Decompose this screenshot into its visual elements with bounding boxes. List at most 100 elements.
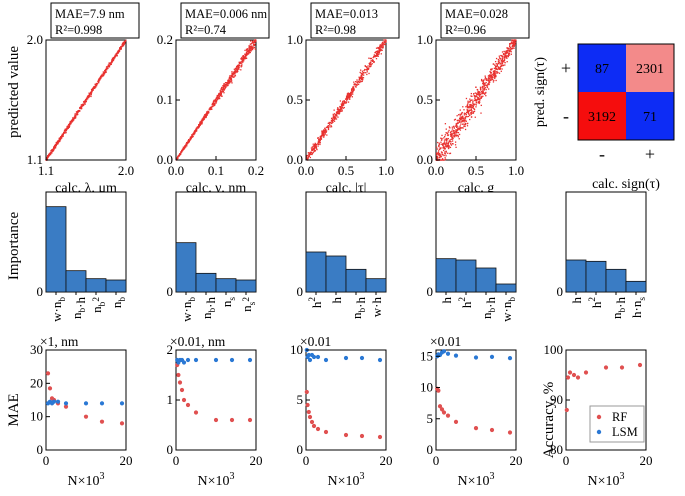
data-point	[317, 136, 319, 139]
data-point	[89, 94, 91, 97]
data-point	[325, 130, 328, 132]
data-point	[117, 51, 119, 53]
data-point	[123, 43, 125, 46]
data-point	[448, 129, 450, 132]
data-point-lsm	[323, 357, 329, 363]
x-tick-label: 0.5	[468, 163, 484, 178]
data-point	[334, 116, 336, 118]
data-point	[510, 49, 512, 51]
data-point	[106, 66, 109, 68]
data-point	[82, 103, 84, 106]
data-point	[447, 137, 449, 140]
data-point	[74, 116, 76, 118]
data-point	[354, 86, 357, 88]
data-point	[471, 110, 473, 112]
data-point	[377, 53, 379, 55]
data-point	[192, 135, 194, 138]
data-point	[224, 84, 226, 87]
data-point	[499, 68, 501, 70]
data-point	[506, 51, 508, 53]
x-tick-label: 20	[380, 453, 393, 468]
data-point	[195, 130, 198, 132]
data-point	[477, 97, 479, 99]
row-label-importance: Importance	[6, 212, 22, 281]
x-tick-label-group: ns	[219, 297, 238, 308]
bar	[85, 278, 107, 293]
data-point	[109, 62, 111, 64]
tick-label: ns2	[239, 297, 258, 312]
data-point	[230, 79, 233, 81]
tick-label: h2	[458, 297, 474, 309]
x-tick-label: -	[599, 144, 605, 164]
data-point	[380, 53, 382, 55]
data-point	[471, 99, 473, 101]
data-point	[457, 136, 459, 138]
data-point	[377, 55, 379, 57]
data-point	[333, 109, 335, 111]
data-point	[223, 89, 225, 91]
data-point	[498, 57, 501, 59]
data-point	[227, 84, 229, 87]
data-point	[241, 59, 243, 61]
data-point-rf	[437, 404, 443, 409]
data-point	[496, 72, 498, 74]
data-point	[477, 98, 479, 100]
data-point	[48, 153, 50, 155]
data-point	[477, 101, 480, 104]
data-point	[228, 81, 230, 84]
data-point	[473, 103, 475, 105]
data-point	[448, 126, 451, 128]
data-point	[335, 118, 338, 120]
data-point	[493, 79, 495, 82]
data-point	[349, 93, 352, 95]
data-point	[80, 106, 83, 108]
data-point-lsm	[181, 360, 187, 365]
data-point	[178, 155, 180, 157]
data-point	[200, 122, 203, 124]
data-point	[479, 93, 481, 95]
data-point	[459, 113, 461, 116]
data-point	[383, 39, 385, 41]
data-point	[451, 130, 453, 132]
data-point	[334, 118, 336, 120]
data-point	[463, 114, 466, 116]
data-point	[348, 95, 351, 97]
data-point-rf	[247, 417, 253, 423]
data-point	[452, 129, 455, 132]
data-point	[383, 42, 385, 45]
data-point	[479, 98, 481, 100]
data-point	[450, 141, 452, 143]
data-point	[507, 55, 510, 58]
data-point	[490, 74, 493, 76]
data-point	[493, 67, 496, 70]
x-tick-label-group: nb·h	[199, 297, 218, 320]
x-tick-label: 0	[303, 453, 310, 468]
data-point	[93, 86, 95, 88]
data-point	[504, 55, 506, 58]
data-point	[311, 153, 313, 156]
data-point-rf	[583, 370, 589, 375]
data-point	[444, 152, 446, 155]
data-point	[105, 66, 108, 68]
data-point	[112, 58, 114, 60]
data-point-rf	[507, 430, 513, 435]
data-point	[502, 59, 504, 62]
data-point	[333, 120, 336, 122]
data-point	[212, 105, 214, 108]
data-point	[447, 142, 450, 144]
data-point	[479, 93, 482, 96]
data-point	[455, 135, 458, 137]
data-point	[52, 149, 54, 152]
data-point-lsm	[315, 354, 321, 360]
data-point	[459, 115, 461, 117]
data-point	[357, 83, 360, 86]
data-point	[246, 49, 248, 52]
data-point	[337, 111, 339, 113]
data-point	[116, 54, 118, 56]
data-point	[240, 66, 242, 68]
data-point	[368, 62, 370, 65]
bar	[475, 267, 497, 293]
data-point	[313, 147, 316, 149]
